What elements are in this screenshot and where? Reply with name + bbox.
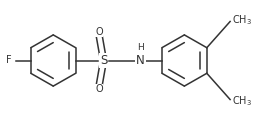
Text: H: H xyxy=(137,43,144,52)
Text: F: F xyxy=(6,56,12,65)
Text: CH$_3$: CH$_3$ xyxy=(232,13,252,27)
Text: N: N xyxy=(136,54,145,67)
Text: S: S xyxy=(100,54,107,67)
Text: O: O xyxy=(95,27,103,37)
Text: CH$_3$: CH$_3$ xyxy=(232,94,252,108)
Text: O: O xyxy=(95,84,103,94)
